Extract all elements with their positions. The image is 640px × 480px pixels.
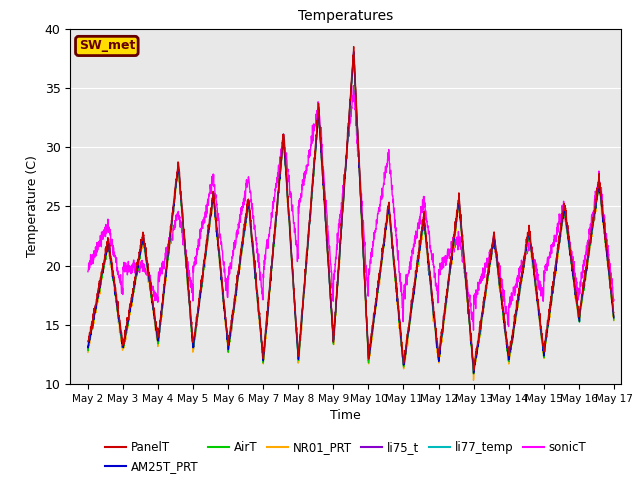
Line: NR01_PRT: NR01_PRT <box>88 54 614 380</box>
AirT <box>610 317 618 323</box>
NR01_PRT <box>350 51 358 57</box>
li77_temp <box>610 314 618 320</box>
AirT <box>366 347 374 352</box>
sonicT <box>470 327 477 333</box>
NR01_PRT <box>504 358 511 363</box>
NR01_PRT <box>470 377 477 383</box>
Title: Temperatures: Temperatures <box>298 10 393 24</box>
AM25T_PRT <box>366 346 374 351</box>
Line: AM25T_PRT: AM25T_PRT <box>88 51 614 373</box>
Legend: PanelT, AM25T_PRT, AirT, NR01_PRT, li75_t, li77_temp, sonicT: PanelT, AM25T_PRT, AirT, NR01_PRT, li75_… <box>100 436 591 478</box>
sonicT <box>230 245 238 251</box>
AirT <box>230 302 238 308</box>
AirT <box>350 51 358 57</box>
PanelT <box>350 44 358 49</box>
sonicT <box>349 83 357 88</box>
li75_t <box>610 314 618 320</box>
AM25T_PRT <box>564 229 572 235</box>
Y-axis label: Temperature (C): Temperature (C) <box>26 156 39 257</box>
AM25T_PRT <box>230 301 238 307</box>
PanelT <box>470 368 477 373</box>
sonicT <box>504 322 511 327</box>
AirT <box>84 346 92 351</box>
Line: li77_temp: li77_temp <box>88 53 614 373</box>
li77_temp <box>84 346 92 351</box>
AM25T_PRT <box>84 344 92 349</box>
li77_temp <box>470 371 477 376</box>
li77_temp <box>378 261 385 266</box>
PanelT <box>610 310 618 315</box>
PanelT <box>504 344 511 349</box>
AirT <box>504 350 511 356</box>
AirT <box>470 371 477 377</box>
AirT <box>378 263 385 269</box>
li75_t <box>230 300 238 305</box>
sonicT <box>366 259 374 264</box>
NR01_PRT <box>230 305 238 311</box>
li77_temp <box>366 344 374 350</box>
X-axis label: Time: Time <box>330 409 361 422</box>
li75_t <box>579 290 586 296</box>
li77_temp <box>579 295 586 301</box>
PanelT <box>230 296 238 302</box>
li77_temp <box>350 50 358 56</box>
li75_t <box>470 371 477 377</box>
PanelT <box>564 222 572 228</box>
li75_t <box>378 261 385 267</box>
sonicT <box>610 297 618 302</box>
PanelT <box>84 339 92 345</box>
NR01_PRT <box>610 318 618 324</box>
AM25T_PRT <box>504 350 511 356</box>
sonicT <box>564 227 572 233</box>
Line: PanelT: PanelT <box>88 47 614 371</box>
li75_t <box>350 50 358 56</box>
NR01_PRT <box>84 349 92 355</box>
AM25T_PRT <box>378 260 385 265</box>
NR01_PRT <box>366 346 374 352</box>
Line: li75_t: li75_t <box>88 53 614 374</box>
AirT <box>564 229 572 235</box>
li75_t <box>504 350 511 356</box>
li77_temp <box>230 300 238 306</box>
AM25T_PRT <box>579 293 586 299</box>
Line: sonicT: sonicT <box>88 85 614 330</box>
sonicT <box>378 196 385 202</box>
PanelT <box>378 259 385 264</box>
PanelT <box>579 290 586 296</box>
li77_temp <box>504 351 511 357</box>
PanelT <box>366 341 374 347</box>
NR01_PRT <box>564 233 572 239</box>
li77_temp <box>564 229 572 235</box>
NR01_PRT <box>579 299 586 305</box>
li75_t <box>366 344 374 350</box>
AM25T_PRT <box>610 315 618 321</box>
NR01_PRT <box>378 259 385 265</box>
AM25T_PRT <box>350 48 358 54</box>
Text: SW_met: SW_met <box>79 39 135 52</box>
li75_t <box>84 346 92 352</box>
sonicT <box>579 274 586 279</box>
Line: AirT: AirT <box>88 54 614 374</box>
sonicT <box>84 269 92 275</box>
li75_t <box>564 229 572 235</box>
AirT <box>579 294 586 300</box>
AM25T_PRT <box>470 370 477 376</box>
